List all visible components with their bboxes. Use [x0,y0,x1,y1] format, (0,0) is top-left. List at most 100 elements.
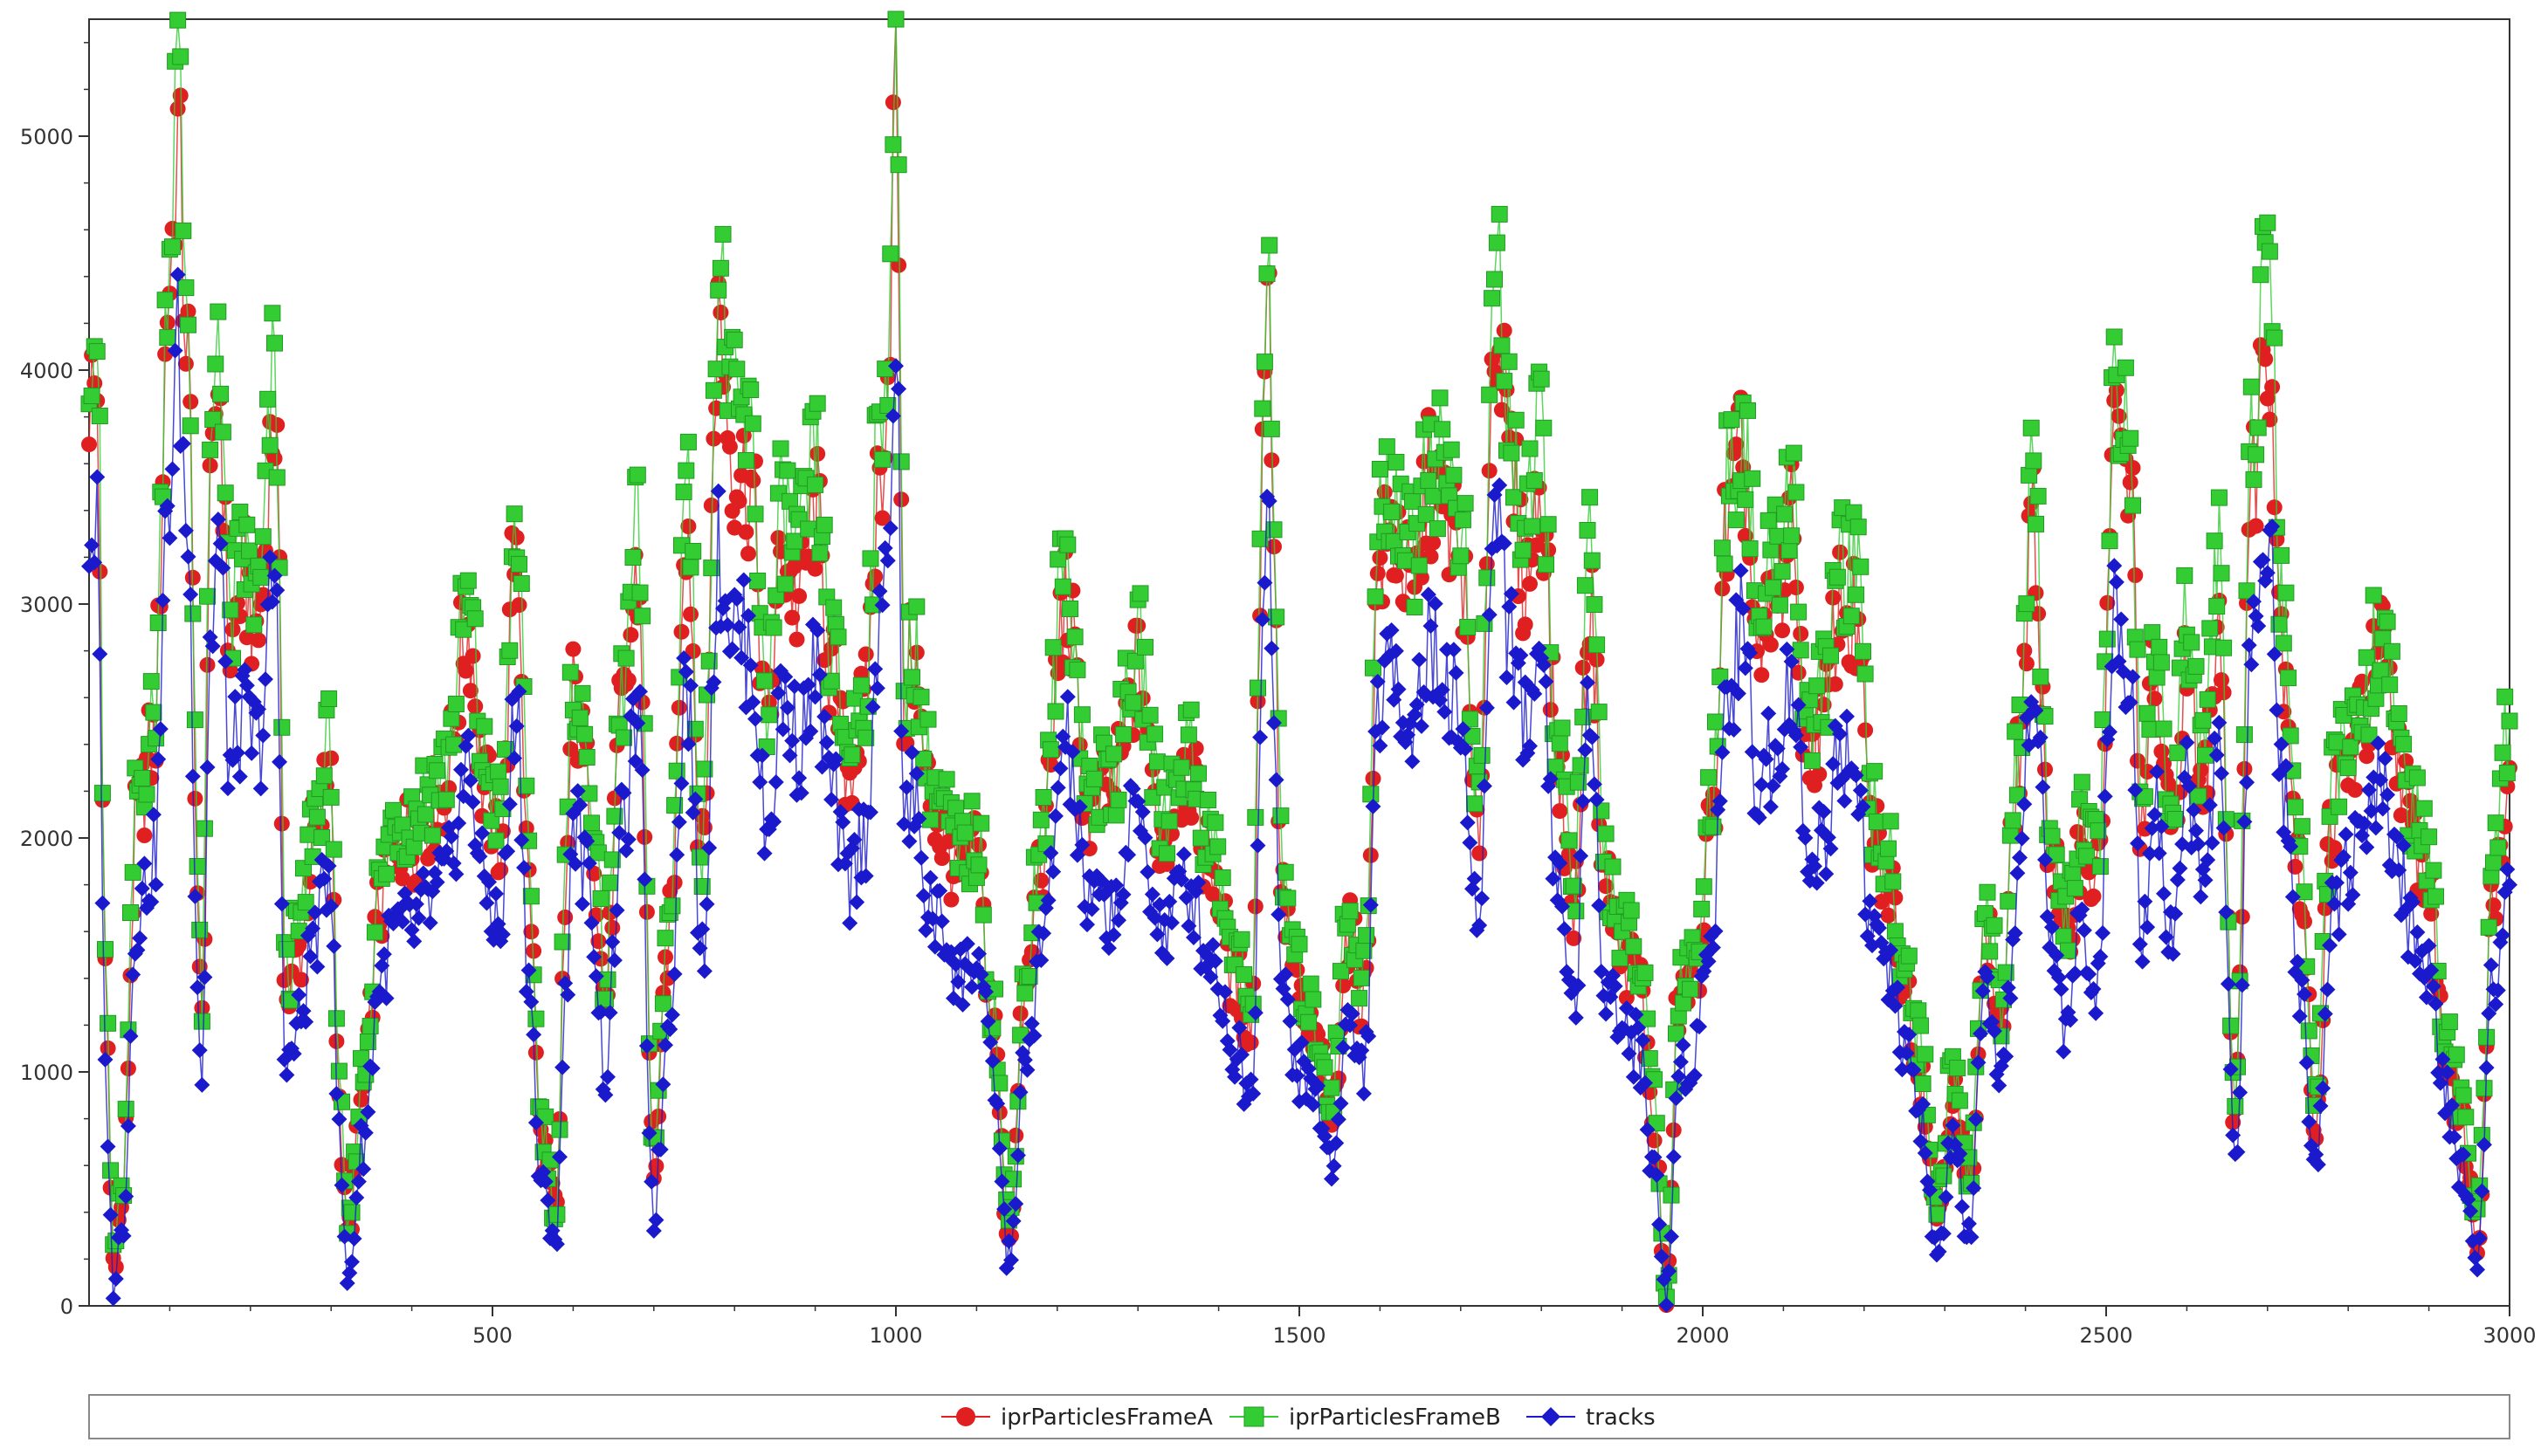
point-iprparticlesframeb [196,820,213,837]
point-tracks [775,721,791,738]
point-tracks [2326,896,2343,912]
point-iprparticlesframeb [551,1121,568,1138]
point-tracks [1639,1122,1656,1138]
point-tracks [2322,937,2338,954]
point-tracks [1400,726,1416,743]
point-tracks [791,770,808,786]
point-iprparticlesframeb [1200,792,1217,808]
point-tracks [1243,1071,1259,1088]
point-tracks [540,1192,556,1209]
point-tracks [217,653,234,670]
point-iprparticlesframea [620,672,637,689]
point-iprparticlesframeb [2043,828,2061,845]
point-iprparticlesframeb [2293,818,2310,835]
point-iprparticlesframeb [726,331,743,348]
point-tracks [846,831,863,848]
point-tracks [588,968,604,985]
point-tracks [1434,682,1450,698]
point-iprparticlesframeb [1233,931,1250,948]
point-tracks [479,895,495,911]
point-iprparticlesframeb [2025,452,2042,470]
point-iprparticlesframeb [707,361,725,378]
point-iprparticlesframeb [974,906,992,924]
point-tracks [1481,607,1498,623]
point-iprparticlesframeb [134,770,151,786]
point-tracks [2165,945,2181,962]
point-iprparticlesframeb [217,484,234,502]
point-iprparticlesframeb [571,709,589,726]
point-tracks [1607,978,1623,994]
point-iprparticlesframeb [1341,903,1359,920]
point-iprparticlesframea [1753,667,1770,683]
point-tracks [167,342,183,359]
point-tracks [1050,780,1066,796]
point-tracks [1661,1263,1677,1280]
point-tracks [973,966,989,983]
point-iprparticlesframeb [2105,328,2123,346]
point-tracks [728,591,745,608]
point-tracks [1665,1149,1682,1165]
point-iprparticlesframeb [574,684,591,702]
point-tracks [2241,637,2257,654]
point-iprparticlesframeb [91,408,108,424]
point-tracks [891,381,907,397]
point-iprparticlesframeb [963,793,981,810]
point-iprparticlesframeb [2032,668,2049,685]
point-iprparticlesframeb [1461,711,1478,728]
point-iprparticlesframea [788,631,805,648]
point-iprparticlesframea [1130,617,1147,634]
point-tracks [1374,719,1391,736]
point-tracks [662,1021,678,1038]
point-iprparticlesframeb [561,663,579,681]
point-iprparticlesframeb [2245,470,2262,488]
point-iprparticlesframeb [366,924,383,941]
series-iprparticlesframeb [80,10,2518,1306]
point-tracks [2239,774,2255,791]
point-tracks [1342,1017,1359,1034]
point-tracks [1825,756,1842,773]
point-tracks [777,669,794,685]
point-tracks [395,914,411,931]
point-tracks [869,680,885,697]
point-tracks [1963,1229,1980,1246]
point-iprparticlesframea [1425,534,1442,551]
point-iprparticlesframeb [145,704,162,721]
point-iprparticlesframea [2037,761,2053,778]
point-tracks [742,657,759,674]
point-tracks [120,1117,136,1134]
point-tracks [1134,804,1151,821]
point-tracks [364,1060,381,1076]
point-iprparticlesframeb [1535,419,1553,436]
point-tracks [1140,863,1156,880]
point-iprparticlesframeb [385,801,402,819]
point-iprparticlesframea [874,510,891,526]
point-tracks [1326,1157,1342,1174]
point-tracks [460,727,477,744]
point-iprparticlesframea [2236,760,2253,777]
point-iprparticlesframeb [825,599,843,616]
point-iprparticlesframeb [1302,975,1319,992]
point-tracks [306,904,323,921]
point-tracks [752,773,768,790]
series-layer [80,10,2518,1314]
point-iprparticlesframea [1243,1034,1259,1051]
point-iprparticlesframeb [1054,578,1071,595]
point-tracks [1245,1085,1262,1102]
point-iprparticlesframeb [2374,630,2392,648]
point-iprparticlesframeb [1880,840,1897,857]
point-iprparticlesframeb [1323,1079,1340,1096]
point-tracks [1751,809,1767,826]
point-tracks [637,871,653,888]
point-iprparticlesframea [2139,764,2156,780]
point-iprparticlesframea [648,1157,665,1174]
point-tracks [448,866,465,883]
point-iprparticlesframea [658,949,673,965]
point-tracks [1252,729,1269,745]
point-iprparticlesframea [273,815,290,832]
point-tracks [255,727,272,744]
point-iprparticlesframeb [297,894,314,911]
point-tracks [196,969,213,986]
x-tick-label: 2000 [1676,1323,1729,1348]
point-tracks [1815,803,1832,820]
point-iprparticlesframeb [437,791,455,808]
